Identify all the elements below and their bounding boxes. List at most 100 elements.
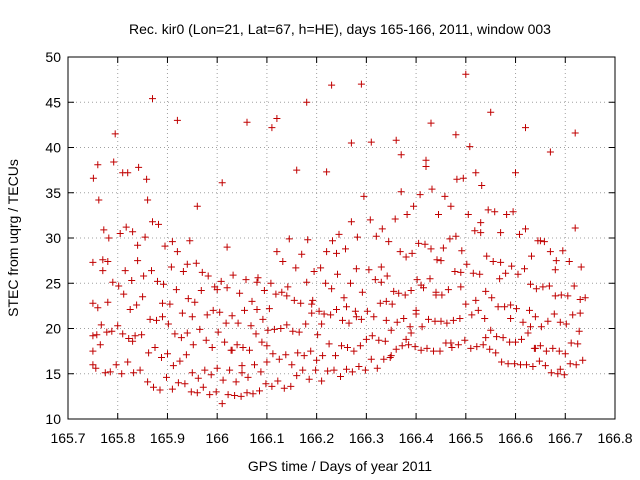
data-point <box>338 342 345 350</box>
y-tick-label: 20 <box>45 321 61 337</box>
data-point <box>527 323 534 331</box>
data-point <box>134 241 142 249</box>
data-point <box>303 98 311 106</box>
data-point <box>144 196 152 204</box>
data-point <box>318 377 326 385</box>
data-point <box>312 366 320 374</box>
y-tick-label: 15 <box>45 366 61 382</box>
data-point <box>164 350 171 358</box>
data-point <box>357 80 365 88</box>
x-tick-label: 166.4 <box>399 430 434 446</box>
data-point <box>576 296 584 303</box>
data-point <box>486 345 494 353</box>
data-point <box>209 306 217 314</box>
data-point <box>186 237 194 245</box>
data-point <box>462 70 470 78</box>
data-point <box>535 357 543 365</box>
data-point <box>99 256 107 264</box>
data-point <box>184 295 192 303</box>
data-point <box>293 372 301 380</box>
data-point <box>360 192 368 200</box>
data-point <box>502 269 510 277</box>
data-point <box>99 267 107 275</box>
data-point <box>459 174 467 182</box>
data-point <box>571 224 579 232</box>
data-point <box>345 319 353 327</box>
data-point <box>423 344 431 352</box>
data-point <box>468 311 476 319</box>
data-point <box>469 269 477 277</box>
data-point <box>377 278 385 286</box>
x-tick-label: 166.7 <box>548 430 583 446</box>
data-point <box>397 188 405 196</box>
data-point <box>243 118 251 126</box>
data-point <box>246 346 253 354</box>
data-point <box>407 329 415 337</box>
data-point <box>241 306 248 314</box>
data-point <box>415 239 423 247</box>
data-point <box>436 347 444 355</box>
data-point <box>304 236 312 244</box>
data-point <box>457 283 465 291</box>
data-point <box>133 301 141 309</box>
data-point <box>343 365 350 373</box>
data-point <box>310 268 318 275</box>
chart-title: Rec. kir0 (Lon=21, Lat=67, h=HE), days 1… <box>129 21 551 37</box>
data-point <box>453 175 461 183</box>
data-point <box>519 318 527 326</box>
data-point <box>270 325 278 333</box>
data-point <box>451 268 459 275</box>
data-point <box>567 339 575 347</box>
data-point <box>238 362 246 370</box>
data-point <box>274 377 282 385</box>
data-point <box>402 335 410 343</box>
data-point <box>352 265 360 273</box>
data-point <box>449 316 457 324</box>
data-points <box>89 70 589 408</box>
data-point <box>511 360 519 368</box>
data-point <box>207 371 215 379</box>
data-point <box>489 258 497 265</box>
data-point <box>400 315 408 322</box>
data-point <box>233 341 241 349</box>
data-point <box>402 253 410 261</box>
data-point <box>574 340 582 348</box>
data-point <box>263 342 271 350</box>
data-point <box>544 317 552 325</box>
data-point <box>173 116 181 124</box>
data-point <box>116 230 124 237</box>
data-point <box>243 389 251 397</box>
data-point <box>315 307 323 315</box>
data-point <box>392 345 400 353</box>
data-point <box>522 225 529 233</box>
data-point <box>406 323 414 331</box>
data-point <box>119 169 127 177</box>
data-point <box>101 369 109 377</box>
data-point <box>347 279 354 287</box>
data-point <box>89 361 97 369</box>
data-point <box>95 196 103 204</box>
data-point <box>96 341 104 349</box>
data-point <box>267 279 275 287</box>
data-point <box>298 250 306 258</box>
data-point <box>181 380 189 388</box>
data-point <box>350 347 358 355</box>
data-point <box>193 202 201 210</box>
data-point <box>347 218 355 226</box>
data-point <box>288 361 296 369</box>
data-point <box>462 300 470 308</box>
data-point <box>192 259 200 267</box>
data-point <box>463 260 471 268</box>
data-point <box>293 166 301 174</box>
data-point <box>464 211 472 218</box>
data-point <box>289 327 297 335</box>
y-tick-label: 25 <box>45 275 61 291</box>
data-point <box>476 270 484 278</box>
data-point <box>508 262 516 270</box>
data-point <box>467 344 475 352</box>
data-point <box>154 277 161 285</box>
x-tick-label: 166.5 <box>448 430 483 446</box>
data-point <box>149 95 156 103</box>
data-point <box>89 299 97 307</box>
